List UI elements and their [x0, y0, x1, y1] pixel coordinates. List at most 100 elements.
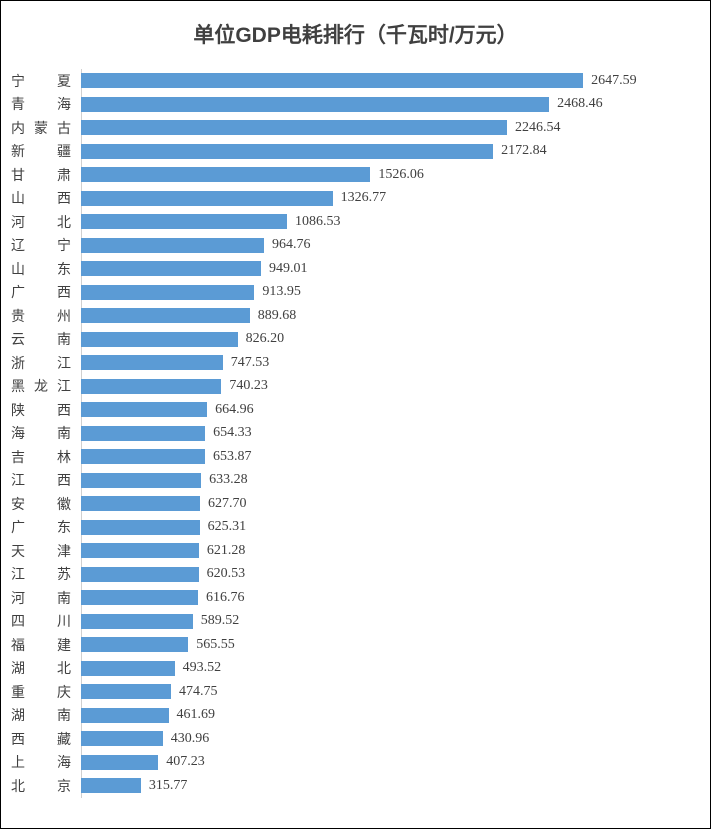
bar-row: 广 西913.95: [81, 281, 690, 305]
category-label: 四 川: [11, 611, 71, 631]
value-label: 474.75: [179, 684, 218, 700]
bar-row: 贵 州889.68: [81, 304, 690, 328]
category-label: 湖 北: [11, 658, 71, 678]
bar: [81, 614, 193, 629]
bar: [81, 426, 205, 441]
category-label: 安 徽: [11, 494, 71, 514]
bar: [81, 332, 238, 347]
value-label: 620.53: [207, 566, 246, 582]
value-label: 913.95: [262, 284, 301, 300]
bar-row: 内蒙古2246.54: [81, 116, 690, 140]
bar-row: 湖 南461.69: [81, 704, 690, 728]
value-label: 2647.59: [591, 73, 637, 89]
value-label: 664.96: [215, 402, 254, 418]
chart-title: 单位GDP电耗排行（千瓦时/万元）: [1, 1, 710, 59]
value-label: 430.96: [171, 731, 210, 747]
bar-row: 宁 夏2647.59: [81, 69, 690, 93]
category-label: 新 疆: [11, 141, 71, 161]
bar-row: 江 苏620.53: [81, 563, 690, 587]
bar: [81, 661, 175, 676]
value-label: 653.87: [213, 449, 252, 465]
bar: [81, 637, 188, 652]
category-label: 广 东: [11, 517, 71, 537]
bar: [81, 543, 199, 558]
category-label: 重 庆: [11, 682, 71, 702]
bar: [81, 496, 200, 511]
bar-row: 四 川589.52: [81, 610, 690, 634]
bar: [81, 473, 201, 488]
value-label: 627.70: [208, 496, 247, 512]
value-label: 589.52: [201, 613, 240, 629]
bar-row: 湖 北493.52: [81, 657, 690, 681]
category-label: 山 东: [11, 259, 71, 279]
bar: [81, 778, 141, 793]
value-label: 1086.53: [295, 214, 341, 230]
value-label: 949.01: [269, 261, 308, 277]
value-label: 633.28: [209, 472, 248, 488]
category-label: 上 海: [11, 752, 71, 772]
bar-row: 甘 肃1526.06: [81, 163, 690, 187]
chart-plot-area: 宁 夏2647.59青 海2468.46内蒙古2246.54新 疆2172.84…: [81, 69, 690, 798]
bar-row: 西 藏430.96: [81, 727, 690, 751]
bar-row: 北 京315.77: [81, 774, 690, 798]
category-label: 浙 江: [11, 353, 71, 373]
bar: [81, 144, 493, 159]
bar-row: 云 南826.20: [81, 328, 690, 352]
bar: [81, 708, 169, 723]
bar-row: 陕 西664.96: [81, 398, 690, 422]
bar: [81, 285, 254, 300]
value-label: 565.55: [196, 637, 235, 653]
category-label: 天 津: [11, 541, 71, 561]
value-label: 616.76: [206, 590, 245, 606]
bar-row: 山 西1326.77: [81, 187, 690, 211]
bar: [81, 73, 583, 88]
bar: [81, 402, 207, 417]
category-label: 福 建: [11, 635, 71, 655]
value-label: 315.77: [149, 778, 188, 794]
bar: [81, 449, 205, 464]
bar-row: 河 南616.76: [81, 586, 690, 610]
bar: [81, 355, 223, 370]
value-label: 1526.06: [378, 167, 424, 183]
category-label: 青 海: [11, 94, 71, 114]
bar: [81, 520, 200, 535]
value-label: 2246.54: [515, 120, 561, 136]
category-label: 北 京: [11, 776, 71, 796]
category-label: 广 西: [11, 282, 71, 302]
bar-row: 辽 宁964.76: [81, 234, 690, 258]
category-label: 辽 宁: [11, 235, 71, 255]
bar-row: 安 徽627.70: [81, 492, 690, 516]
category-label: 河 南: [11, 588, 71, 608]
value-label: 1326.77: [341, 190, 387, 206]
bar: [81, 261, 261, 276]
bar-row: 新 疆2172.84: [81, 140, 690, 164]
value-label: 889.68: [258, 308, 297, 324]
bar: [81, 379, 221, 394]
bar: [81, 308, 250, 323]
bar: [81, 731, 163, 746]
category-label: 西 藏: [11, 729, 71, 749]
category-label: 江 西: [11, 470, 71, 490]
bar-row: 上 海407.23: [81, 751, 690, 775]
category-label: 山 西: [11, 188, 71, 208]
value-label: 493.52: [183, 660, 222, 676]
category-label: 内蒙古: [11, 118, 71, 138]
bar-row: 山 东949.01: [81, 257, 690, 281]
value-label: 621.28: [207, 543, 246, 559]
value-label: 654.33: [213, 425, 252, 441]
category-label: 贵 州: [11, 306, 71, 326]
category-label: 河 北: [11, 212, 71, 232]
value-label: 461.69: [177, 707, 216, 723]
value-label: 747.53: [231, 355, 270, 371]
bar-row: 广 东625.31: [81, 516, 690, 540]
category-label: 宁 夏: [11, 71, 71, 91]
value-label: 740.23: [229, 378, 268, 394]
bar: [81, 167, 370, 182]
category-label: 甘 肃: [11, 165, 71, 185]
bar: [81, 120, 507, 135]
bar-row: 浙 江747.53: [81, 351, 690, 375]
bar: [81, 214, 287, 229]
category-label: 江 苏: [11, 564, 71, 584]
value-label: 964.76: [272, 237, 311, 253]
category-label: 云 南: [11, 329, 71, 349]
